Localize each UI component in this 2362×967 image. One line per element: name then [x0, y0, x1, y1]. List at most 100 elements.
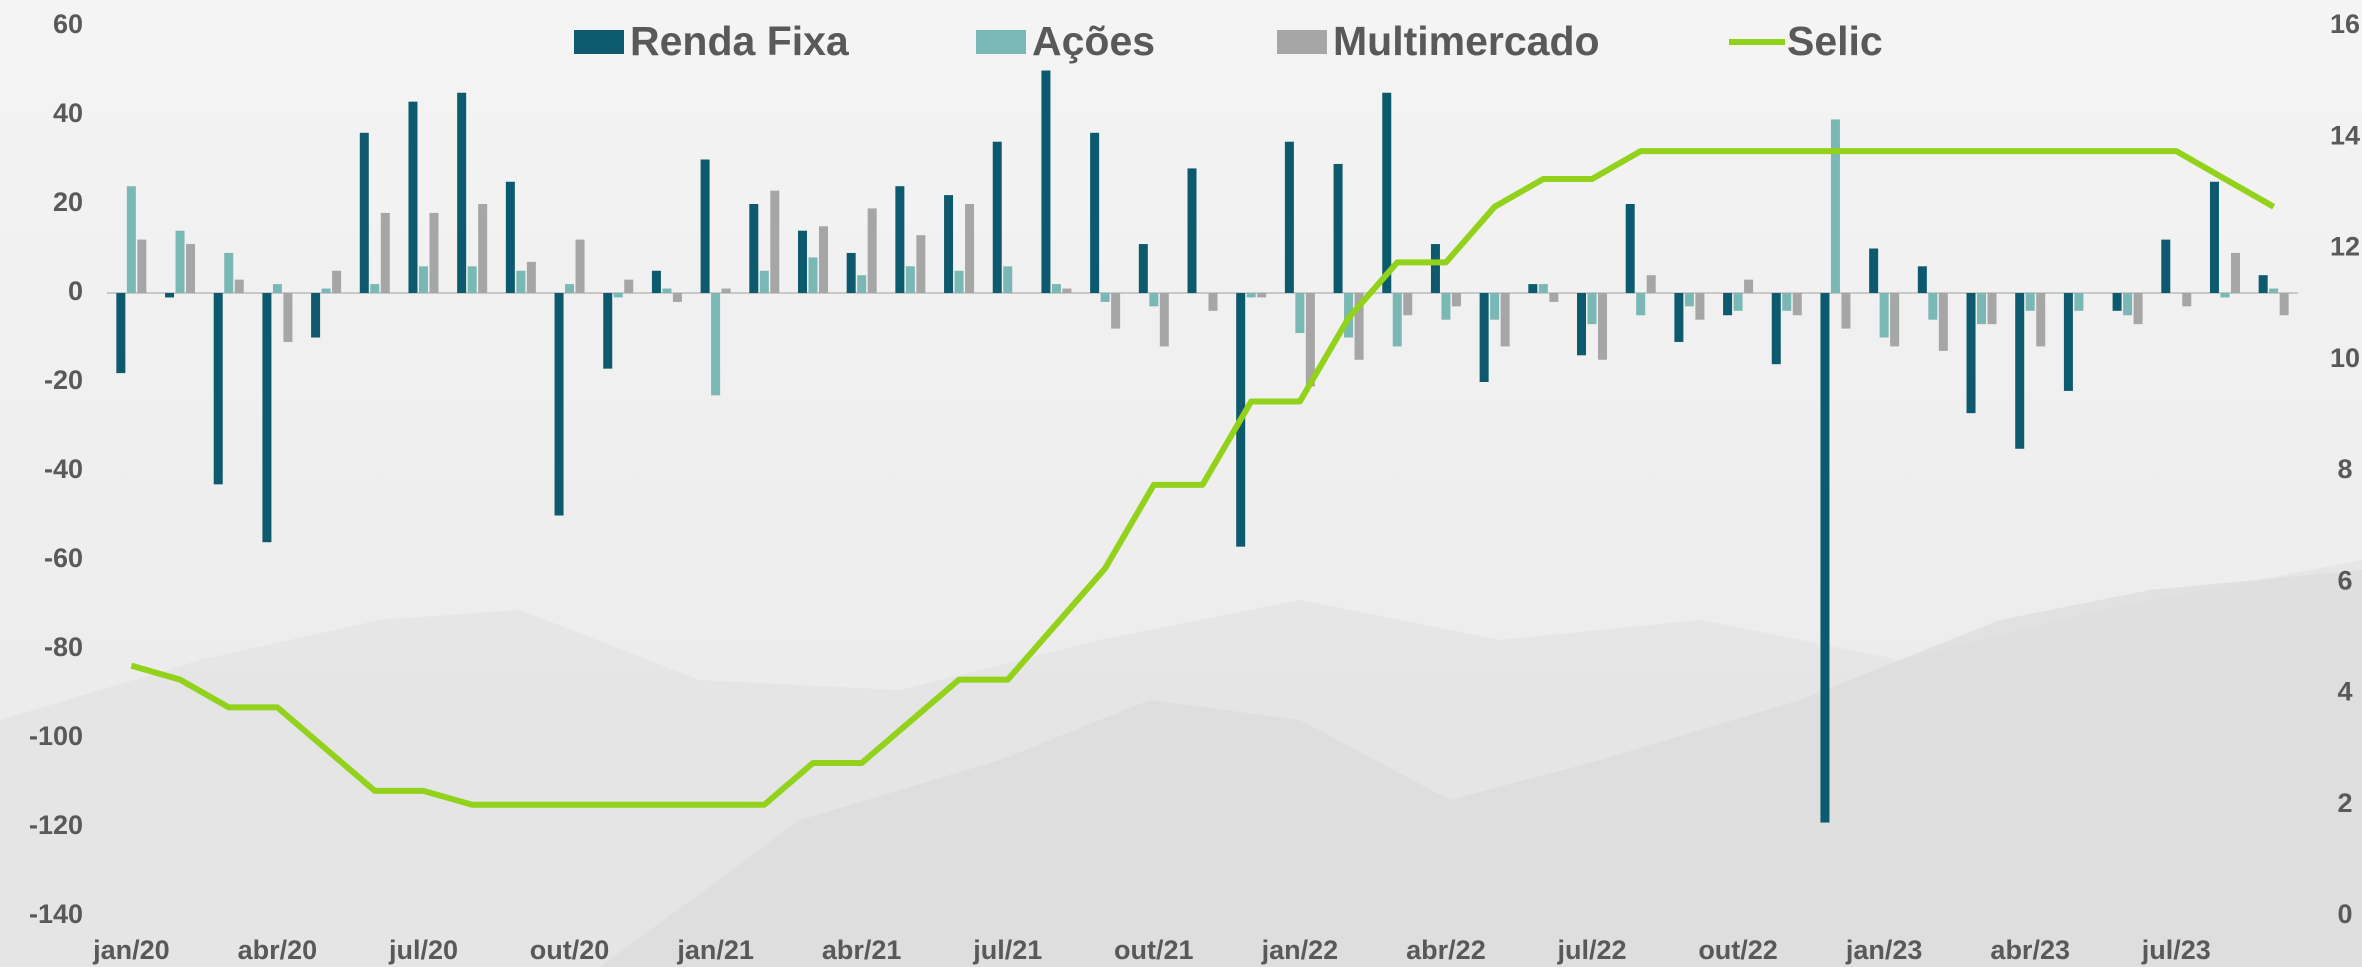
bar — [1333, 163, 1343, 293]
bar — [2025, 293, 2035, 311]
bar — [370, 284, 380, 293]
legend-label: Renda Fixa — [630, 18, 850, 64]
bar — [224, 252, 234, 293]
y2-tick-label: 4 — [2337, 677, 2352, 707]
bar — [1890, 293, 1900, 347]
bar — [965, 204, 975, 293]
x-tick-label: out/22 — [1698, 935, 1778, 965]
bar — [213, 293, 223, 485]
bar — [905, 266, 915, 293]
legend-label: Selic — [1787, 18, 1883, 64]
bar — [234, 279, 244, 293]
bar — [2074, 293, 2084, 311]
bar — [1528, 284, 1538, 293]
y-tick-label: 20 — [53, 187, 83, 217]
bar — [332, 270, 342, 293]
bar — [565, 284, 575, 293]
bar — [818, 226, 828, 293]
bar — [1111, 293, 1121, 329]
bar — [1441, 293, 1451, 320]
bar — [1938, 293, 1948, 351]
x-tick-label: out/20 — [530, 935, 610, 965]
bar — [283, 293, 293, 342]
x-tick-label: abr/21 — [822, 935, 902, 965]
bar — [2220, 293, 2230, 298]
bar — [2161, 239, 2171, 293]
bar — [408, 101, 418, 294]
bar — [1646, 275, 1656, 293]
x-tick-label: jul/22 — [1556, 935, 1626, 965]
bar — [2036, 293, 2046, 347]
bar — [478, 204, 488, 293]
bar — [1246, 293, 1256, 298]
bar — [359, 132, 369, 293]
bar — [2269, 288, 2279, 293]
y-tick-label: 0 — [68, 276, 83, 306]
bar — [721, 288, 731, 293]
bar — [1003, 266, 1013, 293]
bar — [1684, 293, 1694, 307]
plot-area: -140 -120 -100 -80 -60 -40 -20 0 20 40 60 0 2 4 6 8 10 12… — [29, 9, 2360, 965]
bar — [2279, 293, 2289, 316]
y2-tick-label: 12 — [2330, 232, 2360, 262]
y2-tick-label: 14 — [2330, 120, 2360, 150]
line — [130, 148, 2276, 808]
bar — [1479, 293, 1489, 382]
bar — [1208, 293, 1218, 311]
y-tick-label: -60 — [44, 543, 83, 573]
x-tick-label: jul/21 — [972, 935, 1042, 965]
bar — [895, 186, 905, 293]
y-tick-label: -80 — [44, 632, 83, 662]
bar — [808, 257, 818, 293]
bar — [1062, 288, 1072, 293]
bar — [2112, 293, 2122, 311]
legend-swatch — [976, 30, 1026, 54]
bar — [2230, 252, 2240, 293]
bar — [651, 270, 661, 293]
bar — [2133, 293, 2143, 325]
x-tick-label: out/21 — [1114, 935, 1194, 965]
bar — [175, 230, 185, 293]
bar — [1733, 293, 1743, 311]
bar — [1382, 92, 1392, 293]
bar — [516, 270, 526, 293]
bar — [165, 293, 175, 298]
y-tick-label: 60 — [53, 9, 83, 39]
bar — [711, 293, 721, 396]
legend-label: Multimercado — [1333, 18, 1600, 64]
y2-tick-label: 6 — [2337, 565, 2352, 595]
bar — [380, 212, 390, 293]
bar — [2258, 275, 2268, 293]
x-tick-label: jan/23 — [1845, 935, 1923, 965]
y-tick-label: -100 — [29, 721, 83, 751]
mountain-front — [600, 570, 2362, 967]
bar — [749, 204, 759, 293]
bar — [1771, 293, 1781, 365]
bar — [1430, 244, 1440, 293]
x-tick-label: abr/23 — [1990, 935, 2070, 965]
bar — [1159, 293, 1169, 347]
y-tick-label: -20 — [44, 365, 83, 395]
x-tick-label: jul/20 — [388, 935, 458, 965]
legend-swatch — [1277, 30, 1327, 54]
bar — [1090, 132, 1100, 293]
bar — [1879, 293, 1889, 338]
bar — [1549, 293, 1559, 302]
y2-tick-label: 10 — [2330, 343, 2360, 373]
legend-swatch — [574, 30, 624, 54]
bar — [505, 181, 515, 293]
y2-tick-label: 16 — [2330, 9, 2360, 39]
bar — [916, 235, 926, 293]
bar — [867, 208, 877, 293]
bar — [1100, 293, 1110, 302]
bar — [1149, 293, 1159, 307]
y-tick-label: -140 — [29, 899, 83, 929]
bar — [116, 293, 126, 374]
bar — [1966, 293, 1976, 414]
bar — [992, 141, 1002, 293]
bar — [770, 190, 780, 293]
bar — [1636, 293, 1646, 316]
bar — [272, 284, 282, 293]
x-tick-label: abr/20 — [238, 935, 318, 965]
